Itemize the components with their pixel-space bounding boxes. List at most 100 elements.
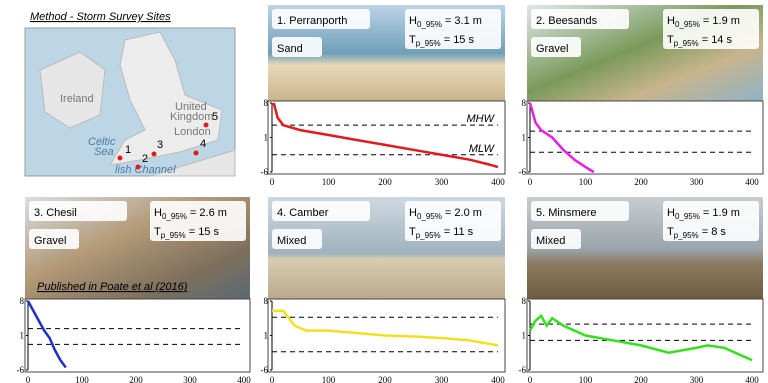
- figure-title: Method - Storm Survey Sites: [30, 11, 171, 23]
- t-subscript: p_95%: [674, 231, 699, 240]
- h-subscript: 0_95%: [675, 20, 700, 29]
- site-point: [118, 156, 123, 161]
- map: Ireland Celtic Sea United Kingdom London…: [25, 28, 235, 176]
- plot-area: [527, 299, 763, 372]
- x-tick-label: 400: [237, 375, 251, 383]
- x-tick-label: 400: [745, 177, 759, 187]
- sediment: Mixed: [277, 235, 306, 247]
- h-subscript: 0_95%: [675, 212, 700, 221]
- t-subscript: p_95%: [416, 39, 441, 48]
- figure: Method - Storm Survey Sites Ireland Celt…: [0, 0, 768, 383]
- site-point: [194, 151, 199, 156]
- h-value: = 2.0 m: [442, 207, 482, 219]
- x-tick-label: 100: [322, 177, 336, 187]
- t-value: = 14 s: [699, 34, 733, 46]
- map-label: lish Channel: [115, 164, 176, 176]
- panel-title: 1. Perranporth: [277, 15, 347, 27]
- x-tick-label: 200: [378, 177, 392, 187]
- panel-title: 4. Camber: [277, 207, 329, 219]
- h-value: = 1.9 m: [700, 207, 740, 219]
- x-tick-label: 300: [690, 375, 704, 383]
- x-tick-label: 300: [435, 375, 449, 383]
- plot-area: [527, 101, 763, 174]
- site-point: [152, 152, 157, 157]
- site-label: 3: [157, 139, 163, 151]
- y-tick-label: 8: [264, 98, 269, 108]
- y-tick-label: 1: [522, 133, 527, 143]
- t-subscript: p_95%: [674, 39, 699, 48]
- x-tick-label: 0: [26, 375, 31, 383]
- h-subscript: 0_95%: [417, 20, 442, 29]
- x-tick-label: 0: [528, 375, 533, 383]
- page: Method - Storm Survey Sites Ireland Celt…: [0, 0, 768, 383]
- x-tick-label: 0: [528, 177, 533, 187]
- x-tick-label: 400: [491, 375, 505, 383]
- x-tick-label: 100: [322, 375, 336, 383]
- reference-label: MHW: [467, 113, 496, 125]
- h-value: = 2.6 m: [187, 207, 227, 219]
- site-label: 2: [142, 153, 148, 165]
- h-value: = 3.1 m: [442, 15, 482, 27]
- y-tick-label: 1: [522, 331, 527, 341]
- sediment: Gravel: [34, 235, 66, 247]
- x-tick-label: 300: [183, 375, 197, 383]
- y-tick-label: 1: [264, 331, 269, 341]
- y-tick-label: 1: [20, 331, 25, 341]
- t-subscript: p_95%: [161, 231, 186, 240]
- site-label: 4: [200, 138, 206, 150]
- y-tick-label: 8: [264, 296, 269, 306]
- h-subscript: 0_95%: [162, 212, 187, 221]
- h-value: = 1.9 m: [700, 15, 740, 27]
- site-label: 1: [125, 144, 131, 156]
- map-label: Sea: [94, 146, 114, 158]
- t-value: = 15 s: [441, 34, 475, 46]
- x-tick-label: 100: [579, 177, 593, 187]
- panel-title: 2. Beesands: [536, 15, 598, 27]
- t-value: = 8 s: [699, 226, 727, 238]
- y-tick-label: -6: [519, 167, 527, 177]
- y-tick-label: 8: [20, 296, 25, 306]
- plot-area: [25, 299, 250, 372]
- reference-label: MLW: [469, 143, 496, 155]
- panel-title: 5. Minsmere: [536, 207, 597, 219]
- sediment: Sand: [277, 43, 303, 55]
- x-tick-label: 400: [745, 375, 759, 383]
- y-tick-label: 1: [264, 133, 269, 143]
- site-label: 5: [212, 111, 218, 123]
- y-tick-label: -6: [17, 365, 25, 375]
- t-subscript: p_95%: [416, 231, 441, 240]
- x-tick-label: 100: [75, 375, 89, 383]
- panel-title: 3. Chesil: [34, 207, 77, 219]
- h-symbol: H: [154, 207, 162, 219]
- x-tick-label: 200: [129, 375, 143, 383]
- sediment: Gravel: [536, 43, 568, 55]
- h-symbol: H: [667, 15, 675, 27]
- h-symbol: H: [409, 15, 417, 27]
- y-tick-label: -6: [261, 167, 269, 177]
- x-tick-label: 200: [634, 177, 648, 187]
- x-tick-label: 200: [378, 375, 392, 383]
- site-point: [136, 165, 141, 170]
- t-value: = 15 s: [186, 226, 220, 238]
- x-tick-label: 0: [270, 375, 275, 383]
- y-tick-label: -6: [261, 365, 269, 375]
- x-tick-label: 400: [491, 177, 505, 187]
- map-label: London: [174, 126, 211, 138]
- x-tick-label: 300: [690, 177, 704, 187]
- x-tick-label: 200: [634, 375, 648, 383]
- map-label: Kingdom: [170, 111, 213, 123]
- site-point: [204, 123, 209, 128]
- sediment: Mixed: [536, 235, 565, 247]
- h-symbol: H: [409, 207, 417, 219]
- x-tick-label: 100: [579, 375, 593, 383]
- h-subscript: 0_95%: [417, 212, 442, 221]
- x-tick-label: 0: [270, 177, 275, 187]
- y-tick-label: -6: [519, 365, 527, 375]
- plot-area: [268, 101, 505, 174]
- h-symbol: H: [667, 207, 675, 219]
- x-tick-label: 300: [435, 177, 449, 187]
- map-label: Ireland: [60, 93, 94, 105]
- y-tick-label: 8: [522, 296, 527, 306]
- t-value: = 11 s: [441, 226, 474, 238]
- y-tick-label: 8: [522, 98, 527, 108]
